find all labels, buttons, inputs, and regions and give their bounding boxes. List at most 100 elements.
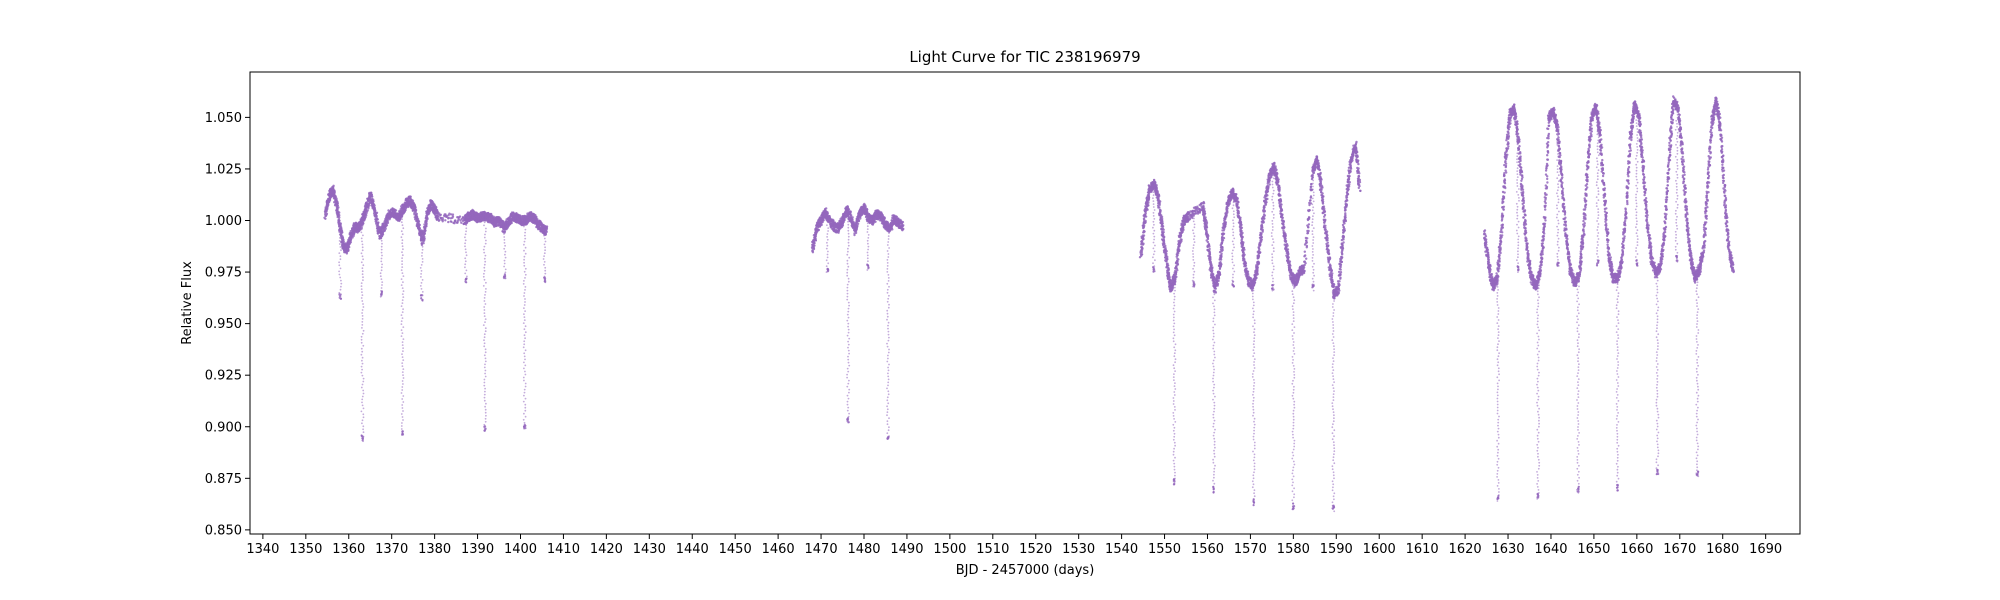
flux-point	[444, 219, 447, 222]
flux-point	[896, 218, 900, 221]
flux-point	[545, 225, 549, 228]
flux-point	[333, 192, 336, 195]
flux-point	[411, 199, 415, 202]
flux-point	[375, 218, 378, 222]
flux-point	[1165, 260, 1168, 263]
flux-point	[447, 214, 450, 217]
flux-point	[449, 220, 452, 223]
flux-point	[1146, 208, 1149, 211]
flux-point	[1144, 212, 1147, 215]
flux-point	[1163, 235, 1166, 239]
flux-point	[376, 222, 379, 226]
flux-point	[814, 234, 817, 237]
flux-point	[1218, 271, 1222, 274]
flux-point	[1235, 198, 1238, 201]
flux-point	[506, 225, 509, 228]
flux-point	[325, 209, 328, 212]
flux-point	[816, 228, 819, 231]
flux-point	[1202, 202, 1206, 205]
flux-point	[418, 223, 421, 227]
flux-point	[1211, 269, 1214, 272]
flux-point	[386, 218, 389, 222]
flux-point	[456, 219, 460, 222]
flux-point	[337, 206, 340, 209]
flux-point	[1164, 254, 1167, 257]
flux-point	[340, 231, 343, 234]
flux-point	[1220, 246, 1224, 249]
flux-point	[526, 221, 529, 224]
flux-point	[1142, 234, 1146, 237]
flux-point	[847, 208, 851, 211]
flux-point	[417, 219, 420, 223]
flux-point	[1174, 270, 1178, 274]
flux-point	[338, 216, 341, 219]
flux-point	[545, 230, 548, 234]
flux-point	[1167, 273, 1170, 277]
flux-point	[441, 220, 444, 223]
flux-point	[349, 241, 352, 244]
flux-point	[426, 216, 429, 219]
flux-point	[425, 219, 428, 223]
flux-point	[853, 233, 856, 237]
flux-point	[367, 202, 370, 206]
flux-point	[1206, 235, 1209, 239]
flux-point	[1140, 246, 1143, 249]
flux-point	[1142, 218, 1146, 221]
flux-point	[385, 222, 388, 226]
flux-point	[1221, 233, 1224, 237]
flux-point	[1209, 258, 1212, 262]
flux-point	[415, 212, 418, 216]
flux-point	[1204, 228, 1208, 232]
flux-point	[436, 210, 439, 213]
flux-point	[1180, 238, 1183, 241]
flux-point	[365, 201, 368, 204]
flux-point	[346, 247, 349, 251]
flux-point	[1205, 226, 1209, 229]
flux-point	[331, 187, 334, 190]
flux-point	[1207, 250, 1211, 253]
flux-point	[1143, 230, 1146, 233]
flux-point	[1162, 240, 1166, 243]
flux-point	[368, 196, 371, 199]
flux-point	[1224, 223, 1227, 227]
flux-point	[435, 218, 439, 221]
flux-point	[323, 216, 326, 219]
flux-point	[326, 201, 330, 204]
flux-point	[366, 209, 369, 212]
flux-point	[335, 205, 338, 208]
flux-point	[345, 252, 349, 255]
flux-point	[371, 195, 374, 198]
flux-point	[335, 208, 339, 211]
flux-point	[423, 227, 427, 230]
flux-point	[843, 217, 846, 221]
flux-point	[1147, 199, 1150, 202]
flux-point	[341, 235, 344, 238]
flux-point	[1140, 241, 1144, 244]
flux-point	[418, 226, 421, 230]
flux-point	[872, 218, 876, 221]
flux-point	[1179, 234, 1182, 237]
flux-point	[375, 212, 378, 215]
flux-point	[1221, 249, 1224, 252]
flux-point	[325, 207, 329, 211]
flux-point	[1147, 204, 1150, 207]
flux-point	[902, 224, 905, 227]
flux-point	[857, 217, 860, 220]
flux-point	[1162, 228, 1165, 231]
flux-point	[1221, 239, 1225, 242]
flux-point	[352, 234, 355, 238]
flux-point	[451, 216, 454, 219]
flux-point	[1219, 254, 1222, 258]
flux-point	[1210, 262, 1213, 266]
flux-point	[856, 222, 860, 225]
flux-point	[1223, 218, 1227, 221]
flux-point	[1205, 223, 1208, 227]
flux-point	[1157, 200, 1160, 203]
flux-point	[1140, 249, 1143, 252]
flux-point	[1163, 243, 1166, 246]
flux-point	[1215, 279, 1219, 282]
flux-point	[1142, 237, 1145, 241]
flux-point	[1211, 273, 1215, 276]
flux-point	[373, 209, 377, 212]
